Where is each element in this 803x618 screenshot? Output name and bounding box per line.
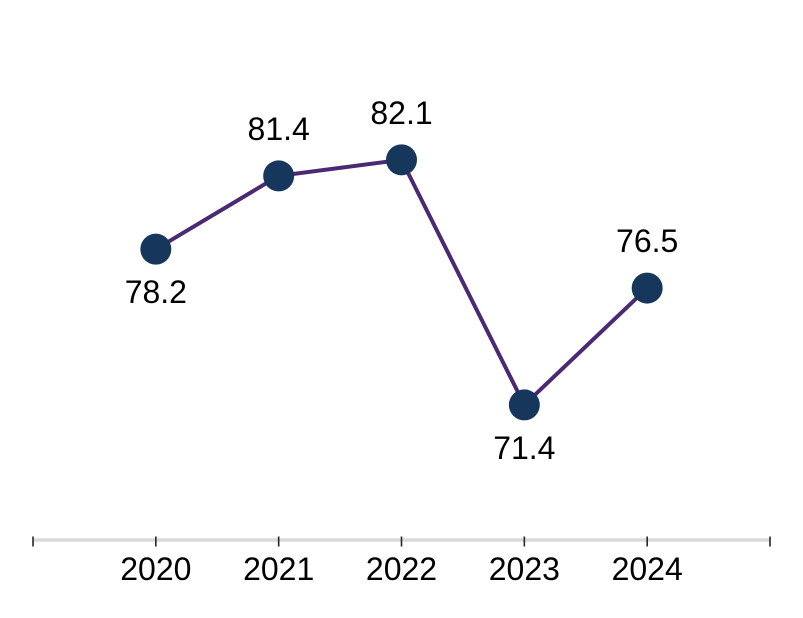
x-axis-label: 2024 <box>612 551 683 587</box>
data-label: 76.5 <box>616 223 678 259</box>
x-axis-label: 2021 <box>243 551 314 587</box>
data-point <box>386 144 417 176</box>
data-label: 81.4 <box>248 111 310 147</box>
data-label: 78.2 <box>125 274 187 310</box>
data-point <box>263 160 295 192</box>
x-axis-label: 2023 <box>489 551 560 587</box>
x-axis-label: 2020 <box>120 551 191 587</box>
x-axis-label: 2022 <box>366 551 437 587</box>
data-point <box>631 272 663 304</box>
data-label: 82.1 <box>370 95 432 131</box>
data-point <box>508 389 540 421</box>
data-point <box>140 233 172 265</box>
data-label: 71.4 <box>493 430 555 466</box>
series-line <box>153 157 650 407</box>
